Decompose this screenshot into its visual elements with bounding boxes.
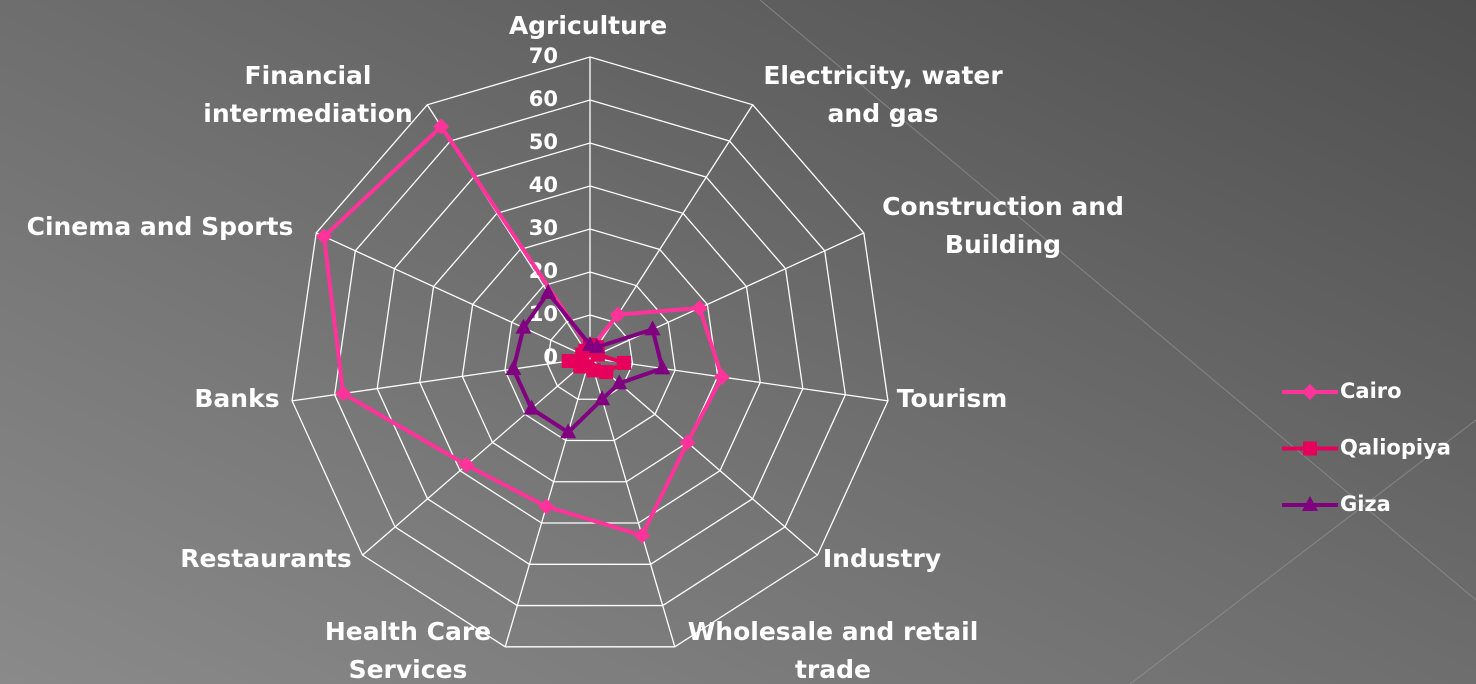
- category-label: Cinema and Sports: [27, 212, 294, 241]
- spoke: [589, 232, 865, 359]
- labels: Agriculture Electricity, water and gas Cons…: [27, 11, 1124, 684]
- marker: [588, 338, 605, 354]
- spoke: [362, 357, 591, 556]
- grid-ring: [376, 142, 804, 565]
- label-line: Health Care: [325, 617, 491, 646]
- marker: [540, 283, 557, 299]
- y-tick-label: 70: [529, 44, 558, 68]
- y-tick-label: 60: [529, 87, 558, 111]
- marker: [611, 374, 628, 390]
- label-line: Services: [349, 655, 468, 684]
- label-line: Construction and: [882, 192, 1124, 221]
- marker: [713, 368, 730, 385]
- y-tick-label: 50: [529, 130, 558, 154]
- grid-ring: [333, 99, 847, 607]
- grid-ring: [291, 56, 889, 648]
- category-label: Health Care Services: [325, 617, 491, 684]
- category-label: Tourism: [897, 384, 1008, 413]
- plot-area: [316, 118, 730, 544]
- marker: [609, 306, 626, 323]
- marker: [505, 360, 522, 376]
- spoke: [315, 232, 591, 359]
- label-line: Wholesale and retail: [688, 617, 979, 646]
- marker: [1302, 384, 1318, 400]
- label-line: Financial: [245, 61, 372, 90]
- label-line: intermediation: [203, 99, 412, 128]
- category-label: Industry: [823, 544, 941, 573]
- marker: [335, 385, 352, 402]
- category-label: Agriculture: [509, 11, 667, 40]
- category-label: Banks: [194, 384, 279, 413]
- grid-ring: [419, 185, 761, 524]
- category-label: Electricity, water and gas: [763, 61, 1003, 128]
- marker: [599, 365, 614, 380]
- marker: [679, 434, 696, 451]
- y-tick-label: 0: [543, 345, 558, 369]
- spoke: [589, 357, 889, 402]
- marker: [654, 359, 671, 375]
- marker: [1303, 441, 1317, 456]
- category-label: Wholesale and retail trade: [688, 617, 979, 684]
- legend-label: Cairo: [1340, 379, 1402, 403]
- marker: [515, 318, 532, 334]
- y-tick-label: 40: [529, 173, 558, 197]
- category-label: Financial intermediation: [203, 61, 412, 128]
- category-label: Construction and Building: [882, 192, 1124, 259]
- marker: [1302, 496, 1318, 511]
- marker: [523, 399, 540, 415]
- marker: [316, 228, 333, 245]
- legend: Cairo Qaliopiya Giza: [1282, 379, 1451, 516]
- spoke: [589, 357, 818, 556]
- marker: [458, 457, 475, 474]
- marker: [644, 320, 661, 336]
- y-tick-label: 30: [529, 216, 558, 240]
- spoke: [589, 357, 676, 647]
- grid-ring: [504, 271, 676, 442]
- decor-line: [1129, 419, 1476, 684]
- series-line: [511, 290, 665, 435]
- marker: [634, 527, 651, 544]
- legend-label: Giza: [1340, 492, 1391, 516]
- marker: [691, 299, 708, 316]
- marker: [594, 390, 611, 406]
- marker: [561, 354, 576, 369]
- marker: [538, 498, 555, 515]
- grid-ring: [461, 228, 719, 483]
- marker: [433, 118, 450, 135]
- label-line: trade: [795, 655, 871, 684]
- decor-line: [759, 0, 1476, 601]
- series-line: [322, 124, 724, 538]
- label-line: Electricity, water: [763, 61, 1003, 90]
- category-label: Restaurants: [180, 544, 352, 573]
- label-line: and gas: [828, 99, 939, 128]
- legend-label: Qaliopiya: [1340, 436, 1451, 460]
- marker: [560, 423, 577, 439]
- marker: [617, 355, 632, 370]
- marker: [573, 359, 588, 374]
- label-line: Building: [945, 230, 1061, 259]
